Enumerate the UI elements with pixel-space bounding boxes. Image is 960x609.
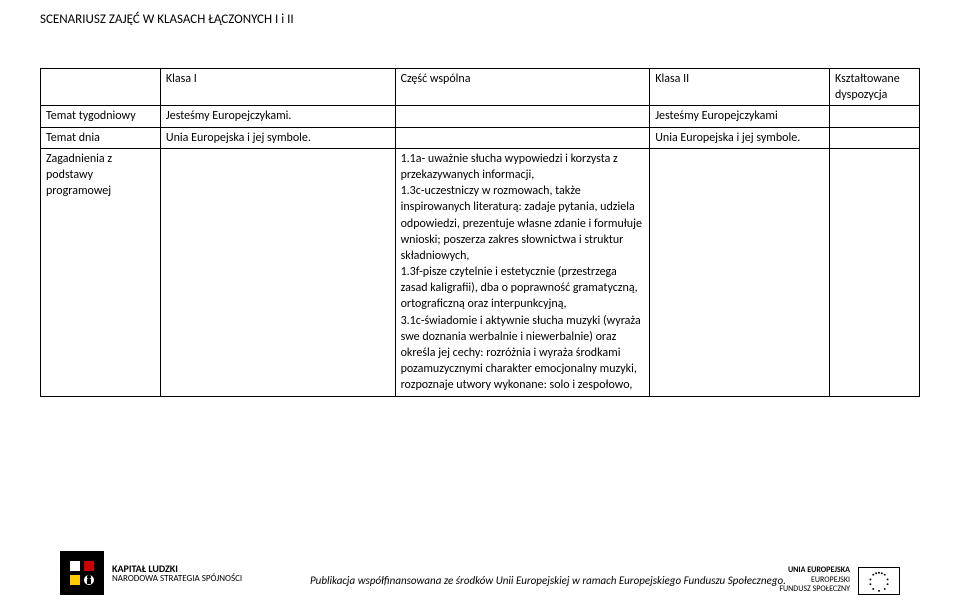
row2-c2 [160,148,395,396]
row2-c5 [830,148,920,396]
page-title: SCENARIUSZ ZAJĘĆ W KLASACH ŁĄCZONYCH I i… [40,12,294,27]
row2-c4 [650,148,830,396]
kapital-ludzki-icon [60,551,104,595]
row2-c3: 1.1a- uważnie słucha wypowiedzi i korzys… [395,148,650,396]
row0-c5 [830,106,920,127]
table-row: Zagadnienia z podstawy programowej 1.1a-… [41,148,920,396]
eu-sub2: FUNDUSZ SPOŁECZNY [779,585,850,595]
main-table: Klasa I Część wspólna Klasa II Kształtow… [40,68,920,397]
row1-c4: Unia Europejska i jej symbole. [650,127,830,148]
eu-flag-icon [858,567,900,595]
hdr-col4: Klasa II [650,69,830,106]
row2-label: Zagadnienia z podstawy programowej [41,148,161,396]
table-row: Temat dnia Unia Europejska i jej symbole… [41,127,920,148]
hdr-col5: Kształtowane dyspozycja [830,69,920,106]
row0-c4: Jesteśmy Europejczykami [650,106,830,127]
row0-c2: Jesteśmy Europejczykami. [160,106,395,127]
kapital-sub: NARODOWA STRATEGIA SPÓJNOŚCI [112,574,242,584]
hdr-col2: Klasa I [160,69,395,106]
row1-c3 [395,127,650,148]
row0-label: Temat tygodniowy [41,106,161,127]
table-row: Temat tygodniowy Jesteśmy Europejczykami… [41,106,920,127]
footer-left-logo: KAPITAŁ LUDZKI NARODOWA STRATEGIA SPÓJNO… [60,551,242,595]
row1-label: Temat dnia [41,127,161,148]
hdr-col3: Część wspólna [395,69,650,106]
eu-text: UNIA EUROPEJSKA EUROPEJSKI FUNDUSZ SPOŁE… [779,566,850,595]
footer-right-logo: UNIA EUROPEJSKA EUROPEJSKI FUNDUSZ SPOŁE… [779,566,900,595]
table-header-row: Klasa I Część wspólna Klasa II Kształtow… [41,69,920,106]
hdr-col1 [41,69,161,106]
footer-center-text: Publikacja współfinansowana ze środków U… [310,574,786,587]
row0-c3 [395,106,650,127]
row1-c2: Unia Europejska i jej symbole. [160,127,395,148]
row1-c5 [830,127,920,148]
page: SCENARIUSZ ZAJĘĆ W KLASACH ŁĄCZONYCH I i… [0,0,960,609]
kapital-title: KAPITAŁ LUDZKI [112,563,242,574]
kapital-ludzki-text: KAPITAŁ LUDZKI NARODOWA STRATEGIA SPÓJNO… [112,563,242,584]
footer: KAPITAŁ LUDZKI NARODOWA STRATEGIA SPÓJNO… [0,531,960,601]
